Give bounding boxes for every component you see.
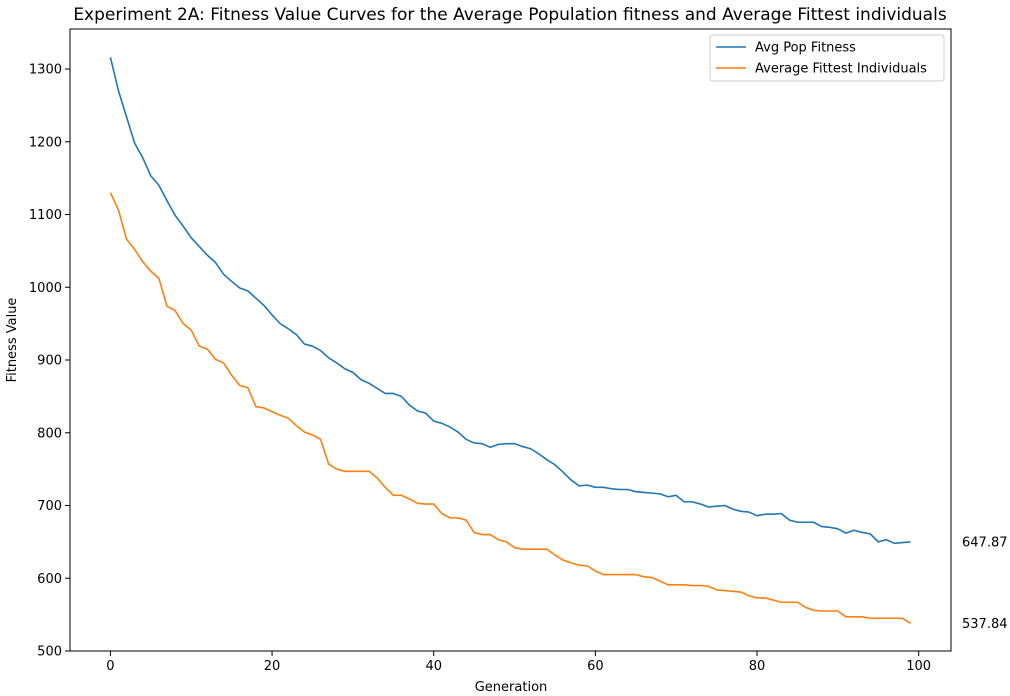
y-axis-title: Fitness Value xyxy=(5,298,20,383)
legend-label: Average Fittest Individuals xyxy=(755,62,927,77)
y-axis-ticks: 500 600 700 800 900 1000 1100 1200 1300 xyxy=(29,63,70,660)
end-labels: 647.87 537.84 xyxy=(962,535,1008,631)
x-tick-label: 100 xyxy=(906,659,931,674)
series-line-average-fittest xyxy=(109,192,912,625)
x-tick-label: 80 xyxy=(749,659,766,674)
x-tick-label: 20 xyxy=(264,659,281,674)
legend: Avg Pop Fitness Average Fittest Individua… xyxy=(709,34,945,82)
end-value-label: 537.84 xyxy=(962,617,1008,632)
y-tick-label: 800 xyxy=(37,426,62,441)
chart-title: Experiment 2A: Fitness Value Curves for … xyxy=(73,5,947,25)
legend-box xyxy=(709,34,945,82)
x-tick-label: 60 xyxy=(587,659,604,674)
series-lines xyxy=(109,57,912,625)
end-value-label: 647.87 xyxy=(962,535,1008,550)
y-tick-label: 1100 xyxy=(29,208,62,223)
y-tick-label: 1300 xyxy=(29,63,62,78)
y-tick-label: 500 xyxy=(37,645,62,660)
plot-frame xyxy=(69,28,952,652)
legend-label: Avg Pop Fitness xyxy=(755,41,856,56)
x-axis-title: Generation xyxy=(475,680,548,695)
x-tick-label: 40 xyxy=(425,659,442,674)
y-tick-label: 1200 xyxy=(29,135,62,150)
y-tick-label: 600 xyxy=(37,572,62,587)
series-line-avg-pop-fitness xyxy=(109,57,911,545)
plot-area xyxy=(69,28,952,652)
y-tick-label: 900 xyxy=(37,354,62,369)
x-tick-label: 0 xyxy=(106,659,114,674)
x-axis-ticks: 0 20 40 60 80 100 xyxy=(106,651,931,674)
y-tick-label: 1000 xyxy=(29,281,62,296)
y-tick-label: 700 xyxy=(37,499,62,514)
